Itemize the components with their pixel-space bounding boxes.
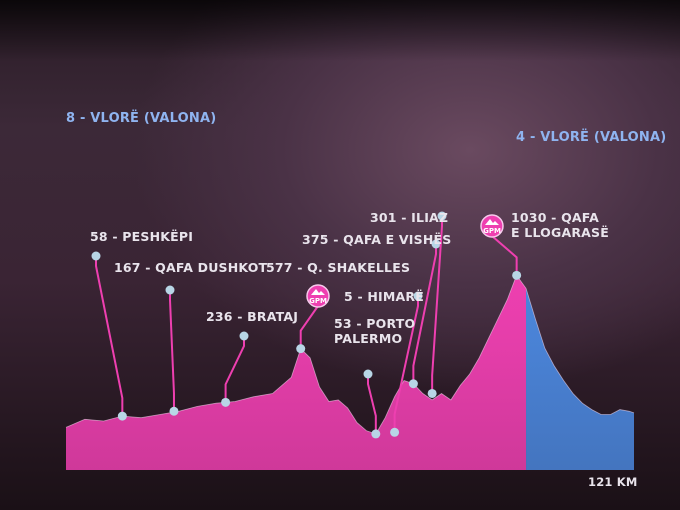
profile-point-dot [117,411,127,421]
profile-point-dot [408,379,418,389]
leader-line [169,290,175,412]
point-label: 375 - QAFA E VISHËS [302,232,451,247]
start-label: 8 - VLORË (VALONA) [66,110,216,126]
point-label: PALERMO [334,331,402,346]
label-anchor-dot [165,285,175,295]
point-label: 236 - BRATAJ [206,309,298,324]
profile-point-dot [371,429,381,439]
profile-point-dot [390,427,400,437]
point-label: 301 - ILIAZ [370,210,448,225]
point-label: E LLOGARASË [511,225,609,240]
leader-line [367,374,377,434]
gpm-badge-icon: GPM [480,214,504,238]
point-label: 1030 - QAFA [511,210,599,225]
profile-areas [65,274,635,470]
point-label: 167 - QAFA DUSHKOT [114,260,268,275]
point-label: 5 - HIMARË [344,289,424,304]
gpm-badge-text: GPM [309,297,327,305]
leader-line [95,256,124,417]
profile-point-dot [512,270,522,280]
point-label: 577 - Q. SHAKELLES [266,260,410,275]
profile-point-dot [221,397,231,407]
label-anchor-dot [363,369,373,379]
distance-label: 121 KM [588,475,638,489]
label-anchor-dot [239,331,249,341]
finish-label: 4 - VLORË (VALONA) [516,129,666,145]
point-label: 53 - PORTO [334,316,415,331]
profile-point-dot [427,388,437,398]
gpm-badge-icon: GPM [306,284,330,308]
profile-area-1 [526,288,634,470]
point-label: 58 - PESHKËPI [90,229,193,244]
gpm-badge-text: GPM [483,227,501,235]
profile-point-dot [169,406,179,416]
leader-line [224,336,245,403]
label-anchor-dot [91,251,101,261]
profile-area-0 [66,275,527,470]
profile-point-dot [296,344,306,354]
